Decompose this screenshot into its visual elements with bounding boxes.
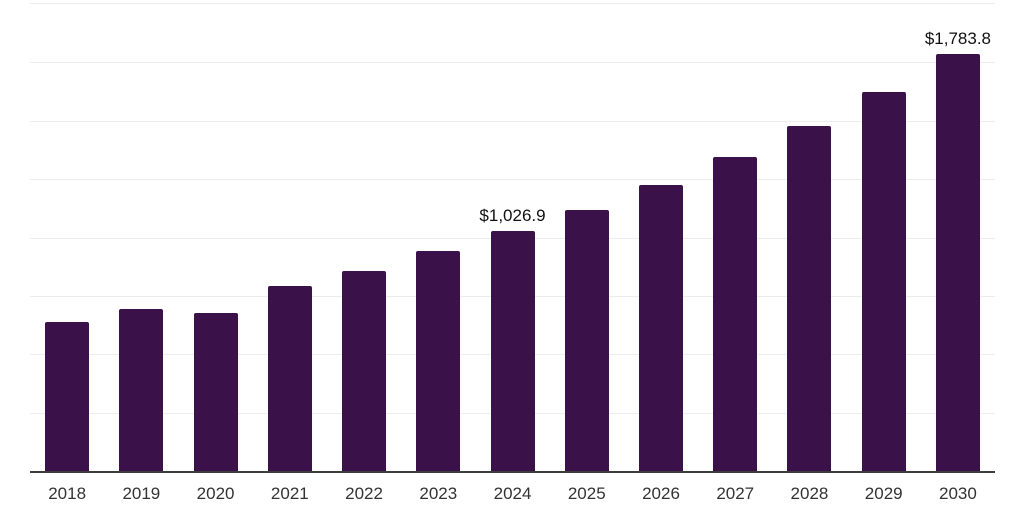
x-tick-2024: 2024 <box>493 484 532 503</box>
bar-2022 <box>342 271 387 471</box>
x-tick-2028: 2028 <box>790 484 829 503</box>
bar-slot <box>550 4 624 471</box>
bar-2028 <box>787 125 832 471</box>
bar-2030 <box>935 54 980 471</box>
bar-slot <box>327 4 401 471</box>
bar-2020 <box>193 312 238 471</box>
bar-slot <box>104 4 178 471</box>
bar-2024 <box>490 231 535 471</box>
x-tick-2023: 2023 <box>419 484 458 503</box>
bar-2026 <box>638 184 683 471</box>
x-tick-2019: 2019 <box>122 484 161 503</box>
bar-2027 <box>713 156 758 471</box>
x-tick-2026: 2026 <box>642 484 680 503</box>
bar-slot <box>401 4 475 471</box>
x-tick-2020: 2020 <box>196 484 235 503</box>
bar-value-label-2024: $1,026.9 <box>479 206 546 226</box>
x-tick-2022: 2022 <box>345 484 383 503</box>
x-tick-2021: 2021 <box>270 484 309 503</box>
x-tick-2025: 2025 <box>567 484 606 503</box>
bar-slot <box>847 4 921 471</box>
x-axis-labels: 2018 2019 2020 2021 2022 2023 2024 2025 2026 2027… <box>30 484 995 504</box>
x-tick-2018: 2018 <box>48 484 87 503</box>
bar-slot <box>178 4 252 471</box>
bar-slot <box>698 4 772 471</box>
bar-2023 <box>416 251 461 471</box>
bar-2018 <box>45 321 90 471</box>
bar-slot <box>253 4 327 471</box>
bar-slot <box>30 4 104 471</box>
bar-slot <box>772 4 846 471</box>
bar-value-label-2030: $1,783.8 <box>924 29 992 49</box>
bar-slot <box>624 4 698 471</box>
bar-2029 <box>861 92 906 471</box>
bar-2019 <box>119 308 164 471</box>
x-tick-2027: 2027 <box>716 484 755 503</box>
x-tick-2030: 2030 <box>939 484 977 503</box>
bar-2025 <box>564 210 609 471</box>
bar-2021 <box>267 286 312 471</box>
x-tick-2029: 2029 <box>864 484 903 503</box>
plot-area: $1,026.9 $1,783.8 <box>30 3 995 473</box>
bar-slot: $1,783.8 <box>921 4 995 471</box>
bar-slot: $1,026.9 <box>475 4 549 471</box>
